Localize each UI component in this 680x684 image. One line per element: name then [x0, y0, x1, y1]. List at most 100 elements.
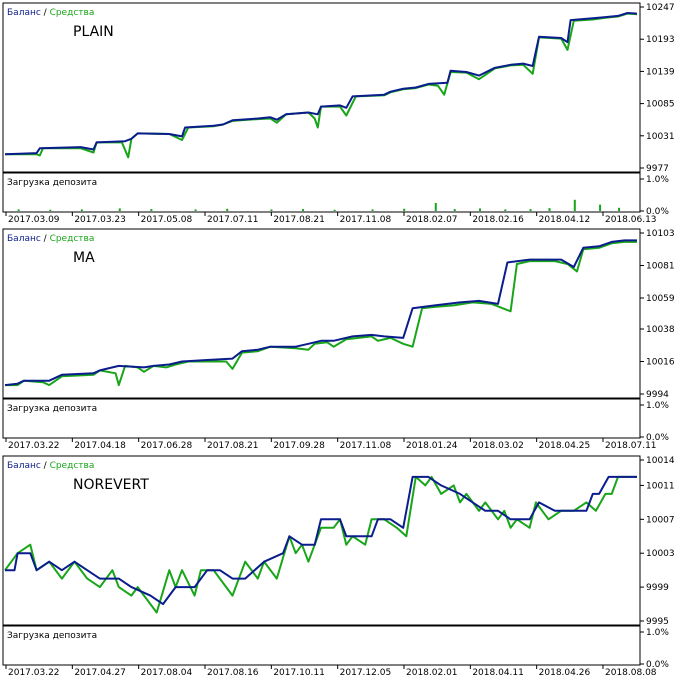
- x-tick-label: 2017.09.28: [273, 441, 325, 451]
- price-panel-frame: [2, 2, 641, 173]
- x-tick-label: 2017.08.04: [141, 668, 193, 678]
- x-tick-label: 2017.05.08: [141, 215, 193, 225]
- x-tick-label: 2018.02.07: [406, 215, 458, 225]
- x-tick-label: 2017.03.22: [8, 441, 60, 451]
- x-tick-label: 2018.04.25: [539, 441, 591, 451]
- equity-series-line: [5, 240, 637, 387]
- x-tick-label: 2017.04.18: [74, 441, 126, 451]
- y-tick-label: 10016: [646, 358, 675, 368]
- y-tick-label: 10193: [646, 35, 675, 45]
- deposit-load-bar: [371, 209, 374, 211]
- x-tick-label: 2018.02.01: [406, 668, 458, 678]
- deposit-load-bar: [194, 209, 197, 211]
- x-tick-label: 2017.12.05: [340, 668, 392, 678]
- deposit-load-bar: [17, 209, 20, 211]
- legend-separator: /: [41, 8, 50, 18]
- deposit-load-label: Загрузка депозита: [7, 178, 97, 188]
- deposit-load-bar: [504, 209, 507, 211]
- legend-separator: /: [41, 461, 50, 471]
- x-tick-label: 2017.11.08: [340, 215, 392, 225]
- deposit-load-bar: [150, 209, 153, 211]
- deposit-load-bar: [479, 208, 481, 211]
- deposit-load-bar: [548, 208, 551, 211]
- legend-equity: Средства: [50, 8, 95, 18]
- y-tick-label: 10014: [646, 456, 675, 466]
- deposit-load-panel-frame: [2, 398, 641, 439]
- y-tick-label: 10139: [646, 67, 675, 77]
- legend-separator: /: [41, 234, 50, 244]
- y-tick-label: 10007: [646, 515, 675, 525]
- y-tick-label: 10103: [646, 229, 675, 239]
- x-tick-label: 2018.04.12: [539, 215, 591, 225]
- chart-title: MA: [73, 250, 95, 266]
- x-tick-label: 2018.04.26: [539, 668, 591, 678]
- deposit-load-label: Загрузка депозита: [7, 631, 97, 641]
- chart-title: NOREVERT: [73, 477, 149, 493]
- y-tick-label: 9999: [646, 583, 669, 593]
- y-tick-label: 10081: [646, 261, 675, 271]
- price-panel-frame: [2, 228, 641, 399]
- x-tick-label: 2018.06.13: [605, 215, 657, 225]
- x-tick-label: 2017.07.11: [207, 215, 259, 225]
- x-tick-label: 2017.08.21: [273, 215, 325, 225]
- x-tick-label: 2017.11.08: [340, 441, 392, 451]
- deposit-load-bar: [403, 208, 406, 211]
- equity-series-line: [4, 475, 637, 614]
- x-tick-label: 2018.04.11: [472, 668, 524, 678]
- deposit-load-panel-frame: [2, 172, 641, 213]
- x-tick-label: 2017.08.16: [207, 668, 259, 678]
- y-tick-label: 10003: [646, 549, 675, 559]
- price-panel-frame: [2, 455, 641, 626]
- legend-equity: Средства: [50, 461, 95, 471]
- load-y-tick-label: 1.0%: [646, 628, 669, 638]
- y-tick-label: 10085: [646, 100, 675, 110]
- x-tick-label: 2018.02.16: [472, 215, 524, 225]
- load-y-tick-label: 0.0%: [646, 660, 669, 670]
- deposit-load-bar: [529, 209, 532, 211]
- y-tick-label: 9977: [646, 164, 669, 174]
- x-tick-label: 2017.03.23: [74, 215, 126, 225]
- y-tick-label: 10031: [646, 132, 675, 142]
- deposit-load-bar: [118, 208, 121, 211]
- balance-series-line: [4, 239, 637, 387]
- deposit-load-bar: [302, 209, 305, 211]
- load-y-tick-label: 1.0%: [646, 175, 669, 185]
- deposit-load-bar: [573, 199, 576, 211]
- deposit-load-bar: [434, 203, 437, 211]
- legend: Баланс / Средства: [7, 8, 94, 18]
- load-y-tick-label: 0.0%: [646, 207, 669, 217]
- x-tick-label: 2017.03.09: [8, 215, 60, 225]
- legend: Баланс / Средства: [7, 234, 94, 244]
- x-tick-label: 2018.03.02: [472, 441, 524, 451]
- x-tick-label: 2017.03.22: [8, 668, 60, 678]
- legend-balance: Баланс: [7, 234, 41, 244]
- deposit-load-bar: [599, 204, 602, 211]
- legend-equity: Средства: [50, 234, 95, 244]
- legend-balance: Баланс: [7, 8, 41, 18]
- balance-series-line: [5, 475, 637, 606]
- y-tick-label: 10011: [646, 481, 675, 491]
- x-tick-label: 2018.01.24: [406, 441, 458, 451]
- x-tick-label: 2017.06.28: [141, 441, 193, 451]
- y-tick-label: 10038: [646, 325, 675, 335]
- chart-title: PLAIN: [73, 24, 114, 40]
- load-y-tick-label: 1.0%: [646, 401, 669, 411]
- deposit-load-bar: [453, 209, 456, 211]
- deposit-load-bar: [226, 208, 229, 211]
- x-tick-label: 2018.07.11: [605, 441, 657, 451]
- balance-series-line: [4, 12, 638, 156]
- deposit-load-bar: [618, 207, 621, 211]
- x-tick-label: 2018.08.08: [605, 668, 657, 678]
- deposit-load-bar: [80, 209, 83, 211]
- y-tick-label: 10247: [646, 3, 675, 13]
- y-tick-label: 9995: [646, 617, 669, 627]
- y-tick-label: 9994: [646, 390, 669, 400]
- x-tick-label: 2017.08.21: [207, 441, 259, 451]
- deposit-load-label: Загрузка депозита: [7, 404, 97, 414]
- deposit-load-panel-frame: [2, 625, 641, 666]
- y-tick-label: 10059: [646, 294, 675, 304]
- x-tick-label: 2017.10.11: [273, 668, 325, 678]
- deposit-load-bar: [49, 209, 52, 211]
